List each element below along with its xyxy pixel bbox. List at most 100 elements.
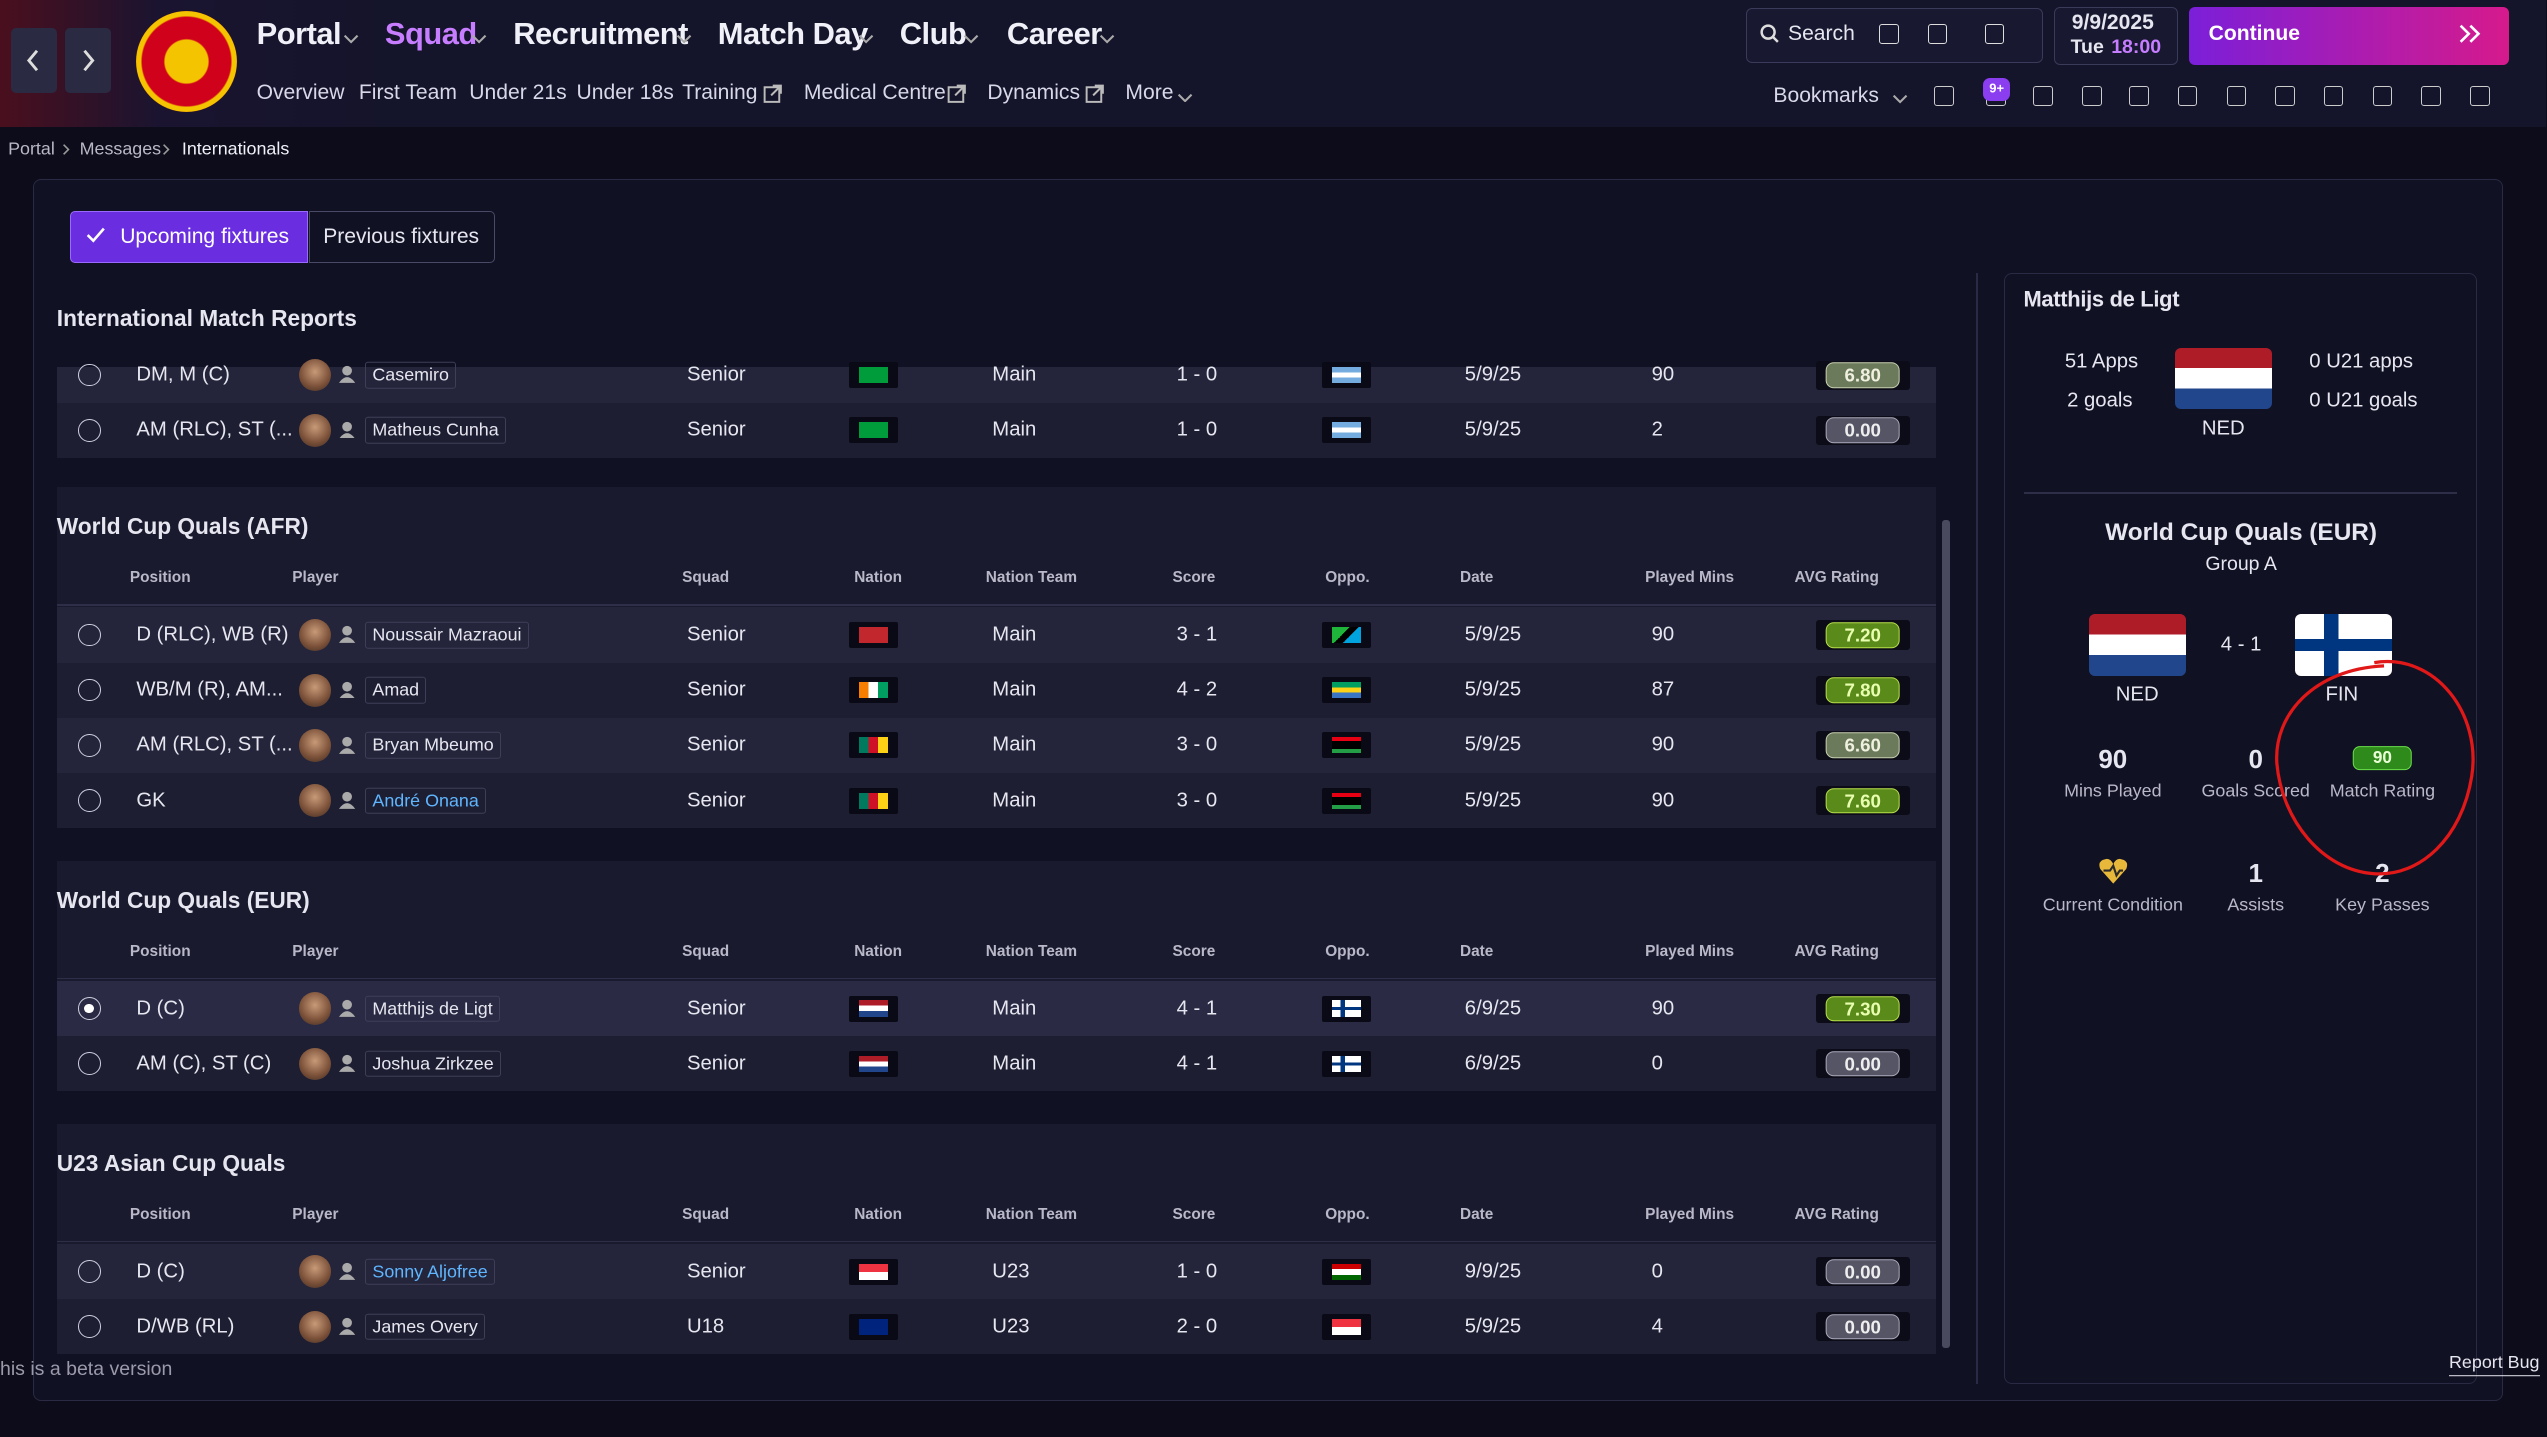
player-name[interactable]: Matheus Cunha <box>365 417 506 444</box>
search-label[interactable]: Search <box>1788 21 1855 45</box>
radio-button[interactable] <box>78 678 101 702</box>
submenu-item[interactable]: First Team <box>358 80 457 104</box>
column-header[interactable]: Date <box>1460 569 1494 587</box>
submenu-item[interactable]: Under 21s <box>469 80 567 104</box>
bookmark-icon[interactable] <box>1934 86 1954 106</box>
bookmark-icon[interactable] <box>2082 86 2102 106</box>
report-bug-link[interactable]: Report Bug <box>2449 1352 2540 1376</box>
continue-button[interactable] <box>2189 6 2510 65</box>
chevron-down[interactable] <box>858 31 874 44</box>
bookmark-icon[interactable] <box>2129 86 2149 106</box>
column-header[interactable]: Date <box>1460 942 1494 960</box>
bookmarks-label[interactable]: Bookmarks <box>1773 83 1879 107</box>
bookmark-icon[interactable] <box>2470 86 2490 106</box>
table-row[interactable] <box>56 980 1936 1037</box>
table-row[interactable] <box>56 367 1936 403</box>
column-header[interactable]: Nation <box>854 569 903 587</box>
column-header[interactable]: Date <box>1460 1205 1494 1223</box>
club-logo[interactable] <box>136 11 238 113</box>
column-header[interactable]: Nation <box>854 1205 903 1223</box>
player-name[interactable]: Sonny Aljofree <box>365 1258 495 1285</box>
player-name[interactable]: James Overy <box>365 1313 485 1341</box>
column-header[interactable]: Nation <box>854 942 903 960</box>
radio-button[interactable] <box>78 1315 101 1339</box>
chevron-down[interactable] <box>1099 31 1115 44</box>
chevron-down[interactable] <box>676 31 692 44</box>
external-link-icon[interactable] <box>763 84 783 104</box>
tab-previous[interactable] <box>308 211 496 264</box>
bookmark-icon[interactable] <box>2226 86 2246 106</box>
column-header[interactable]: Squad <box>682 942 730 960</box>
continue-label[interactable]: Continue <box>2208 21 2300 45</box>
column-header[interactable]: AVG Rating <box>1794 942 1879 960</box>
breadcrumb-item[interactable]: Messages <box>79 139 162 160</box>
table-row[interactable] <box>56 717 1936 773</box>
column-header[interactable]: Played Mins <box>1645 1205 1735 1223</box>
submenu-item[interactable]: Overview <box>256 80 345 104</box>
column-header[interactable]: Nation Team <box>985 1205 1078 1223</box>
bookmark-icon[interactable] <box>2275 86 2295 106</box>
radio-button[interactable] <box>78 419 101 442</box>
chevron-down[interactable] <box>963 31 979 44</box>
search-icon[interactable] <box>1760 24 1780 44</box>
column-header[interactable]: Position <box>129 1205 191 1223</box>
toolbar-icon[interactable] <box>1927 24 1948 44</box>
column-header[interactable]: Nation Team <box>985 942 1078 960</box>
chevron-down[interactable] <box>343 31 359 44</box>
main-menu-item[interactable]: Portal <box>256 16 342 52</box>
column-header[interactable]: Played Mins <box>1645 569 1735 587</box>
forward-button[interactable] <box>65 27 111 93</box>
radio-button[interactable] <box>78 789 101 812</box>
player-panel-name[interactable]: Matthijs de Ligt <box>2023 286 2180 312</box>
main-menu-item[interactable]: Squad <box>384 16 477 52</box>
radio-button[interactable] <box>78 997 101 1020</box>
column-header[interactable]: Squad <box>682 1205 730 1223</box>
radio-button[interactable] <box>78 1260 101 1283</box>
player-name[interactable]: Noussair Mazraoui <box>365 621 529 649</box>
table-row[interactable] <box>56 1036 1936 1092</box>
player-name[interactable]: André Onana <box>365 787 486 814</box>
radio-button[interactable] <box>78 1052 101 1076</box>
player-name[interactable]: Amad <box>365 676 427 704</box>
column-header[interactable]: Played Mins <box>1645 942 1735 960</box>
column-header[interactable]: Squad <box>682 569 730 587</box>
column-header[interactable]: AVG Rating <box>1794 1205 1879 1223</box>
submenu-item[interactable]: Training <box>682 80 758 104</box>
player-name[interactable]: Joshua Zirkzee <box>365 1050 501 1077</box>
external-link-icon[interactable] <box>947 84 967 104</box>
submenu-item[interactable]: Dynamics <box>987 80 1080 104</box>
tab-upcoming[interactable] <box>69 211 309 264</box>
toolbar-icon[interactable] <box>1879 24 1899 44</box>
submenu-item[interactable]: Under 18s <box>576 80 674 104</box>
external-link-icon[interactable] <box>1085 84 1105 104</box>
bookmark-icon[interactable] <box>2421 86 2441 106</box>
player-name[interactable]: Matthijs de Ligt <box>365 995 500 1022</box>
main-menu-item[interactable]: Club <box>899 16 967 52</box>
column-header[interactable]: Oppo. <box>1325 569 1370 587</box>
main-menu-item[interactable]: Career <box>1006 16 1102 52</box>
column-header[interactable]: Oppo. <box>1325 1205 1370 1223</box>
column-header[interactable]: Position <box>129 569 191 587</box>
column-header[interactable]: Score <box>1172 569 1216 587</box>
column-header[interactable]: Player <box>292 1205 339 1223</box>
continue-icon[interactable] <box>2459 24 2482 44</box>
scrollbar[interactable] <box>1942 519 1951 1348</box>
toolbar-icon[interactable] <box>1984 24 2004 44</box>
column-header[interactable]: AVG Rating <box>1794 569 1879 587</box>
radio-button[interactable] <box>78 734 101 757</box>
tab-label[interactable]: Previous fixtures <box>323 224 480 248</box>
column-header[interactable]: Nation Team <box>985 569 1078 587</box>
table-row[interactable] <box>56 1244 1936 1300</box>
player-name[interactable]: Casemiro <box>365 361 456 389</box>
submenu-item[interactable]: Medical Centre <box>803 80 946 104</box>
bookmark-icon[interactable] <box>2033 86 2053 106</box>
chevron-down[interactable] <box>1177 89 1193 103</box>
column-header[interactable]: Oppo. <box>1325 942 1370 960</box>
main-menu-item[interactable]: Match Day <box>717 16 869 52</box>
back-button[interactable] <box>11 27 57 93</box>
column-header[interactable]: Player <box>292 942 339 960</box>
column-header[interactable]: Player <box>292 569 339 587</box>
table-row[interactable] <box>56 607 1936 663</box>
radio-button[interactable] <box>78 363 101 387</box>
bookmark-icon[interactable] <box>2372 86 2393 106</box>
